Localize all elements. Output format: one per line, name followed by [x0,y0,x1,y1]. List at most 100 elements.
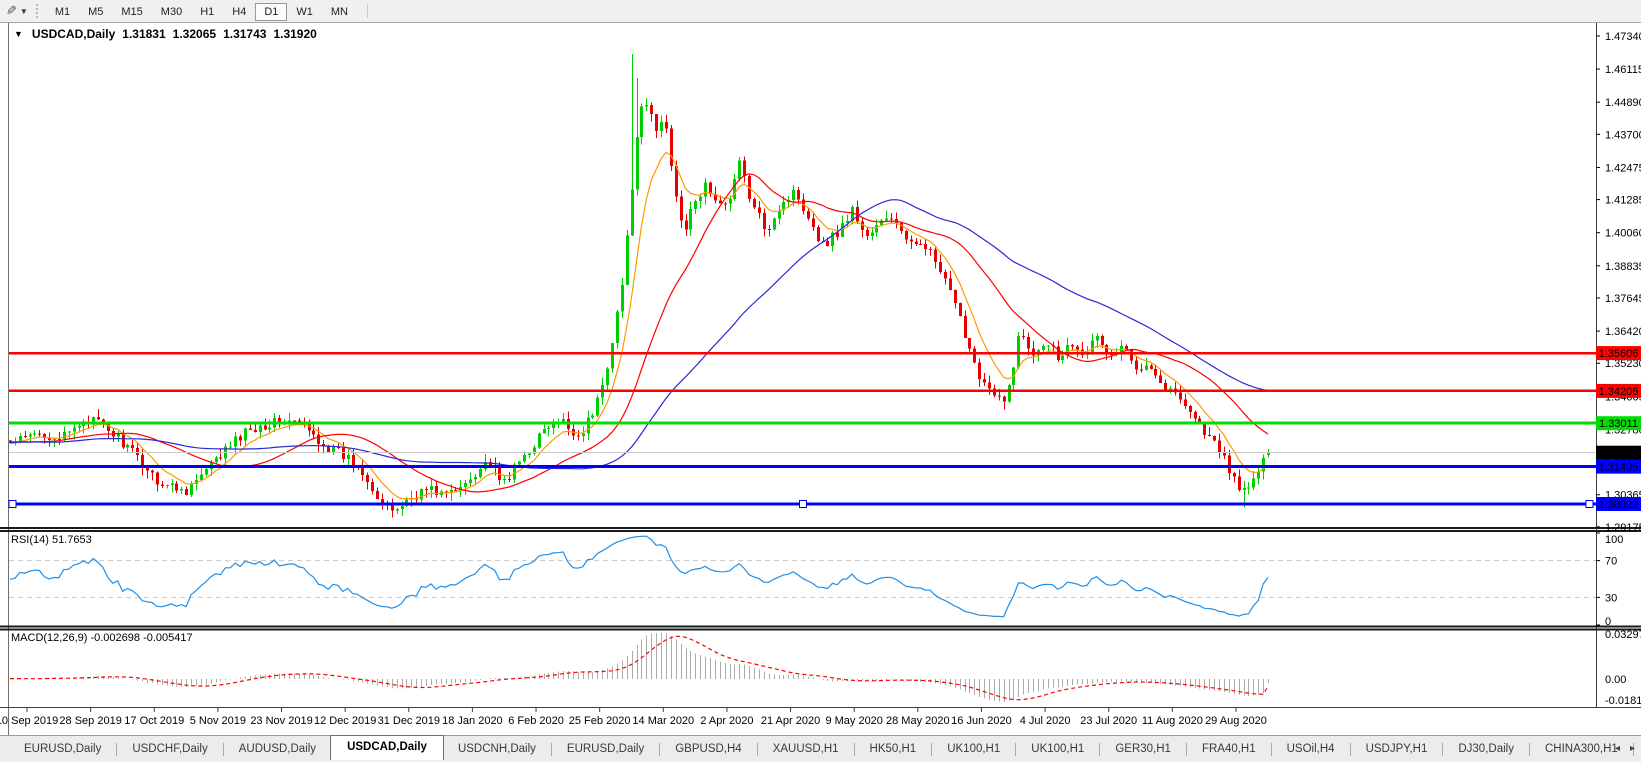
time-tick-label: 28 May 2020 [886,715,950,727]
chart-tab-usdcad-3[interactable]: USDCAD,Daily [330,735,444,760]
rsi-axis-label: 70 [1605,556,1617,568]
chart-tab-uk100-9[interactable]: UK100,H1 [947,743,1001,755]
tab-scroll-buttons: ◂ ▸ [1615,742,1635,756]
price-tick-label: 1.35230 [1605,358,1641,370]
chart-tab-china300-16[interactable]: CHINA300,H1 [1544,743,1618,755]
chart-tab-usoil-13[interactable]: USOil,H4 [1286,743,1335,755]
price-tick-label: 1.41285 [1605,195,1641,207]
timeframe-button-d1[interactable]: D1 [255,3,288,21]
slow-ma-line [9,199,1269,470]
macd-axis-min: -0.018154 [1605,695,1641,707]
price-tag-1.33011: 1.33011 [1599,418,1638,430]
price-tick-label: 1.43700 [1605,129,1641,141]
timeframe-toolbar: ✎ ▼ M1 M5 M15 M30 H1 H4 D1 W1 MN [0,0,1641,23]
rsi-label: RSI(14) 51.7653 [11,534,92,546]
time-tick-label: 25 Feb 2020 [569,715,631,727]
macd-panel: MACD(12,26,9) -0.002698 -0.005417 0.03297… [10,629,1641,707]
time-tick-label: 6 Feb 2020 [508,715,564,727]
price-tag-1.31920: 1.31920 [1599,448,1639,460]
rsi-axis-label: 0 [1605,616,1611,628]
tab-separator [1632,742,1634,756]
chart-tab-usdjpy-14[interactable]: USDJPY,H1 [1365,743,1428,755]
timeframe-button-m30[interactable]: M30 [160,6,183,18]
low-value: 1.31743 [223,27,267,41]
tab-scroll-right-icon[interactable]: ▸ [1629,743,1635,754]
price-lines [8,351,1596,509]
timeframe-button-mn[interactable]: MN [330,6,348,18]
price-tags: 1.35606 1.34206 1.33011 1.31405 1.30022 1.319… [1596,346,1641,511]
caret-down-icon[interactable]: ▼ [19,6,28,16]
timeframe-button-m5[interactable]: M5 [88,6,104,18]
chart-tab-ger30-11[interactable]: GER30,H1 [1115,743,1171,755]
time-tick-label: 31 Dec 2019 [378,715,440,727]
timeframe-button-h4[interactable]: H4 [232,6,247,18]
tab-separator [1270,742,1272,756]
chart-tab-xauusd-7[interactable]: XAUUSD,H1 [772,743,839,755]
open-value: 1.31831 [122,27,166,41]
line-handle[interactable] [798,499,808,509]
rsi-line [9,535,1269,618]
line-handle[interactable] [8,499,17,509]
toolbar-grip [35,4,38,18]
tab-separator [659,742,661,756]
chart-tab-gbpusd-6[interactable]: GBPUSD,H4 [675,743,742,755]
time-tick-label: 17 Oct 2019 [124,715,184,727]
time-tick-label: 23 Nov 2019 [250,715,312,727]
chart-tab-eurusd-0[interactable]: EURUSD,Daily [24,743,102,755]
chart-tab-uk100-10[interactable]: UK100,H1 [1031,743,1085,755]
time-tick-label: 23 Jul 2020 [1080,715,1137,727]
tab-separator [1349,742,1351,756]
chart-tab-fra40-12[interactable]: FRA40,H1 [1201,743,1256,755]
timeframe-button-m1[interactable]: M1 [54,6,71,18]
price-tick-label: 1.47340 [1605,31,1641,43]
time-tick-label: 21 Apr 2020 [761,715,820,727]
fast-ma-line [9,151,1269,500]
time-tick-label: 5 Nov 2019 [190,715,246,727]
timeframe-button-m15[interactable]: M15 [121,6,143,18]
time-tick-label: 18 Jan 2020 [442,715,503,727]
toolbar-separator [367,4,368,18]
tab-separator [853,742,855,756]
timeframe-button-h1[interactable]: H1 [200,6,215,18]
chart-tab-hk50-8[interactable]: HK50,H1 [869,743,917,755]
tab-separator [1185,742,1187,756]
macd-axis-zero: 0.00 [1605,674,1626,686]
tab-scroll-left-icon[interactable]: ◂ [1614,743,1620,754]
macd-signal-line [10,635,1269,701]
macd-axis-max: 0.032972 [1605,629,1641,641]
high-value: 1.32065 [172,27,217,41]
chart-tab-usdchf-1[interactable]: USDCHF,Daily [132,743,208,755]
tab-separator [931,742,933,756]
close-value: 1.31920 [273,27,317,41]
chart-tabs: EURUSD,Daily USDCHF,Daily AUDUSD,Daily USDC… [0,735,1641,762]
tab-separator [116,742,118,756]
chart-tab-dj30-15[interactable]: DJ30,Daily [1458,743,1514,755]
triangle-down-icon[interactable]: ▼ [14,29,23,39]
time-tick-label: 10 Sep 2019 [0,715,58,727]
chart-title: ▼ USDCAD,Daily 1.31831 1.32065 1.31743 1.3192… [14,27,317,41]
panel-borders [0,22,1641,735]
chart-tab-usoil-17[interactable]: USOil,H1 [1635,738,1641,760]
chart-tab-usdcnh-4[interactable]: USDCNH,Daily [457,743,536,755]
timeframe-button-w1[interactable]: W1 [296,6,313,18]
chart-tab-bar: EURUSD,Daily USDCHF,Daily AUDUSD,Daily USDC… [0,735,1641,762]
price-tag-1.35606: 1.35606 [1599,348,1639,360]
tab-separator [1528,742,1530,756]
pencil-icon[interactable]: ✎ [6,3,17,18]
timeframe-buttons: M1 M5 M15 M30 H1 H4 D1 W1 MN [46,2,357,21]
tab-separator [1442,742,1444,756]
chart-tab-audusd-2[interactable]: AUDUSD,Daily [238,743,317,755]
price-tick-label: 1.44890 [1605,97,1641,109]
chart-tab-eurusd-5[interactable]: EURUSD,Daily [566,743,645,755]
line-handle[interactable] [1585,499,1594,509]
price-tick-label: 1.38835 [1605,261,1641,273]
rsi-axis-label: 30 [1605,592,1617,604]
tab-separator [550,742,552,756]
tab-separator [1099,742,1101,756]
medium-ma-line [10,173,1269,493]
macd-label: MACD(12,26,9) -0.002698 -0.005417 [11,632,193,644]
rsi-panel: 100 70 30 0 RSI(14) 51.7653 [9,532,1623,628]
time-tick-label: 11 Aug 2020 [1142,715,1203,727]
